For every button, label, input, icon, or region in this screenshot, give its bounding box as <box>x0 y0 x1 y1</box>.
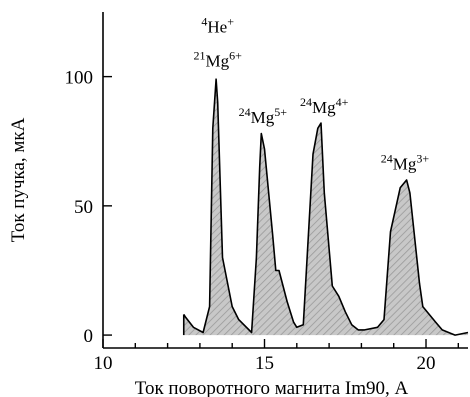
x-axis-title: Ток поворотного магнита Im90, А <box>135 378 409 397</box>
peak-label: 21Mg6+ <box>193 48 242 70</box>
peak-label: 24Mg3+ <box>381 152 430 174</box>
peak-label: 24Mg4+ <box>300 95 349 117</box>
x-tick-label: 10 <box>94 353 113 374</box>
peak-label: 24Mg5+ <box>239 105 288 127</box>
series-area-fill <box>183 79 469 336</box>
peak-label: 4He+ <box>201 15 234 37</box>
x-tick-label: 20 <box>417 353 436 374</box>
y-axis-title: Ток пучка, мкА <box>8 117 29 242</box>
y-tick-label: 0 <box>84 326 94 347</box>
axes: 0 50 100 10 15 20 4He+ 21Mg6+ 24Mg5+ 24Mg4+ 24Mg3+ <box>65 12 468 374</box>
plot-area <box>182 78 469 336</box>
y-tick-label: 50 <box>74 197 93 218</box>
y-tick-label: 100 <box>65 68 94 89</box>
series-line <box>183 78 469 336</box>
x-tick-label: 15 <box>255 353 274 374</box>
